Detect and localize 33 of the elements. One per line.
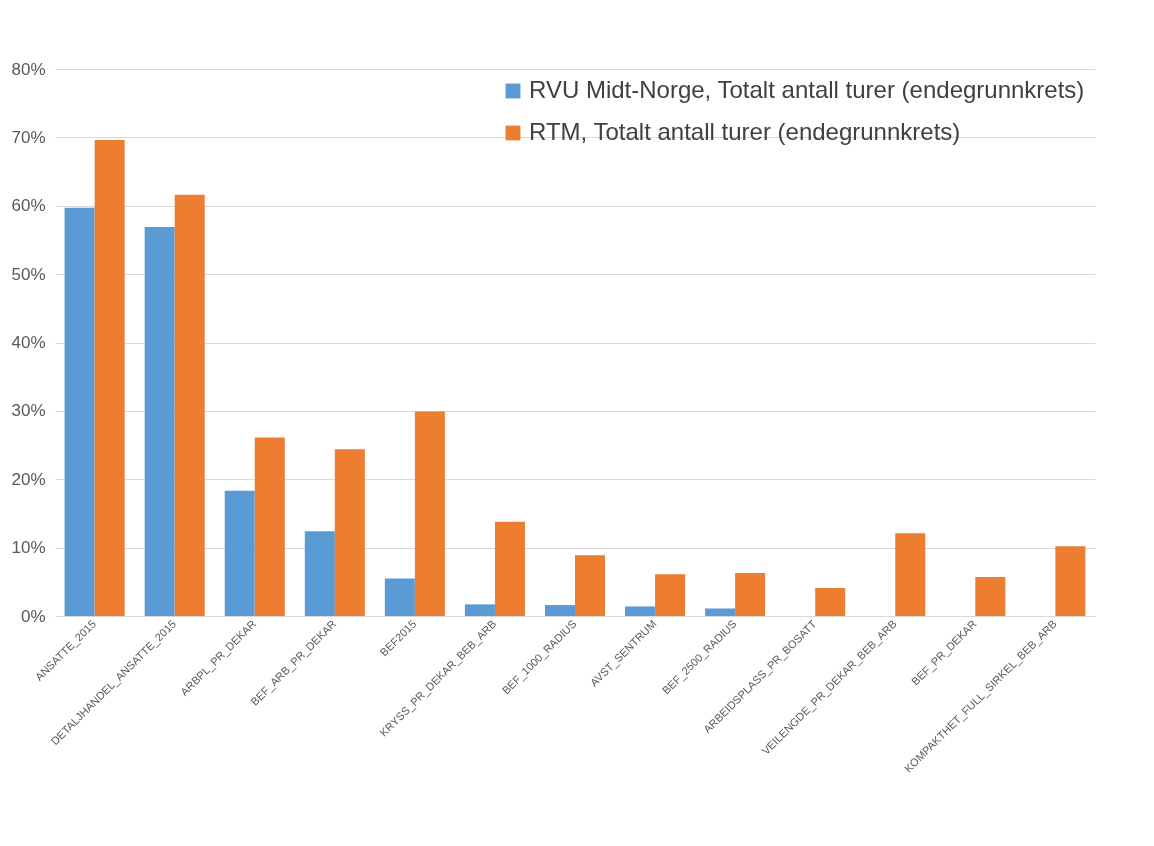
y-tick-label: 10% (11, 538, 46, 558)
bar (625, 606, 656, 616)
bar (655, 574, 686, 616)
bar (705, 608, 736, 616)
y-tick-label: 80% (11, 59, 46, 79)
bar (895, 533, 926, 616)
legend-label: RVU Midt-Norge, Totalt antall turer (endegrunnkrets) (529, 76, 1085, 103)
bar (735, 572, 766, 616)
bar (334, 449, 365, 616)
bar (384, 578, 415, 616)
y-tick-label: 60% (11, 196, 46, 216)
y-tick-label: 0% (20, 606, 46, 626)
bar (575, 555, 606, 616)
y-tick-label: 50% (11, 264, 46, 284)
bar (224, 490, 255, 616)
bar (94, 140, 125, 616)
bar (464, 604, 495, 616)
bar (174, 194, 205, 616)
y-tick-label: 40% (11, 333, 46, 352)
bar (494, 521, 525, 616)
bar (254, 437, 285, 616)
bar (64, 207, 95, 616)
y-tick-label: 20% (11, 469, 46, 489)
y-tick-label: 30% (11, 401, 46, 421)
bar (414, 411, 445, 616)
y-tick-label: 70% (11, 127, 46, 147)
legend-label: RTM, Totalt antall turer (endegrunnkrets) (529, 118, 961, 145)
bar (1055, 546, 1086, 616)
bar (304, 531, 335, 616)
bar (975, 577, 1006, 616)
bar (544, 605, 575, 616)
bar (144, 226, 175, 616)
bar (815, 587, 846, 616)
